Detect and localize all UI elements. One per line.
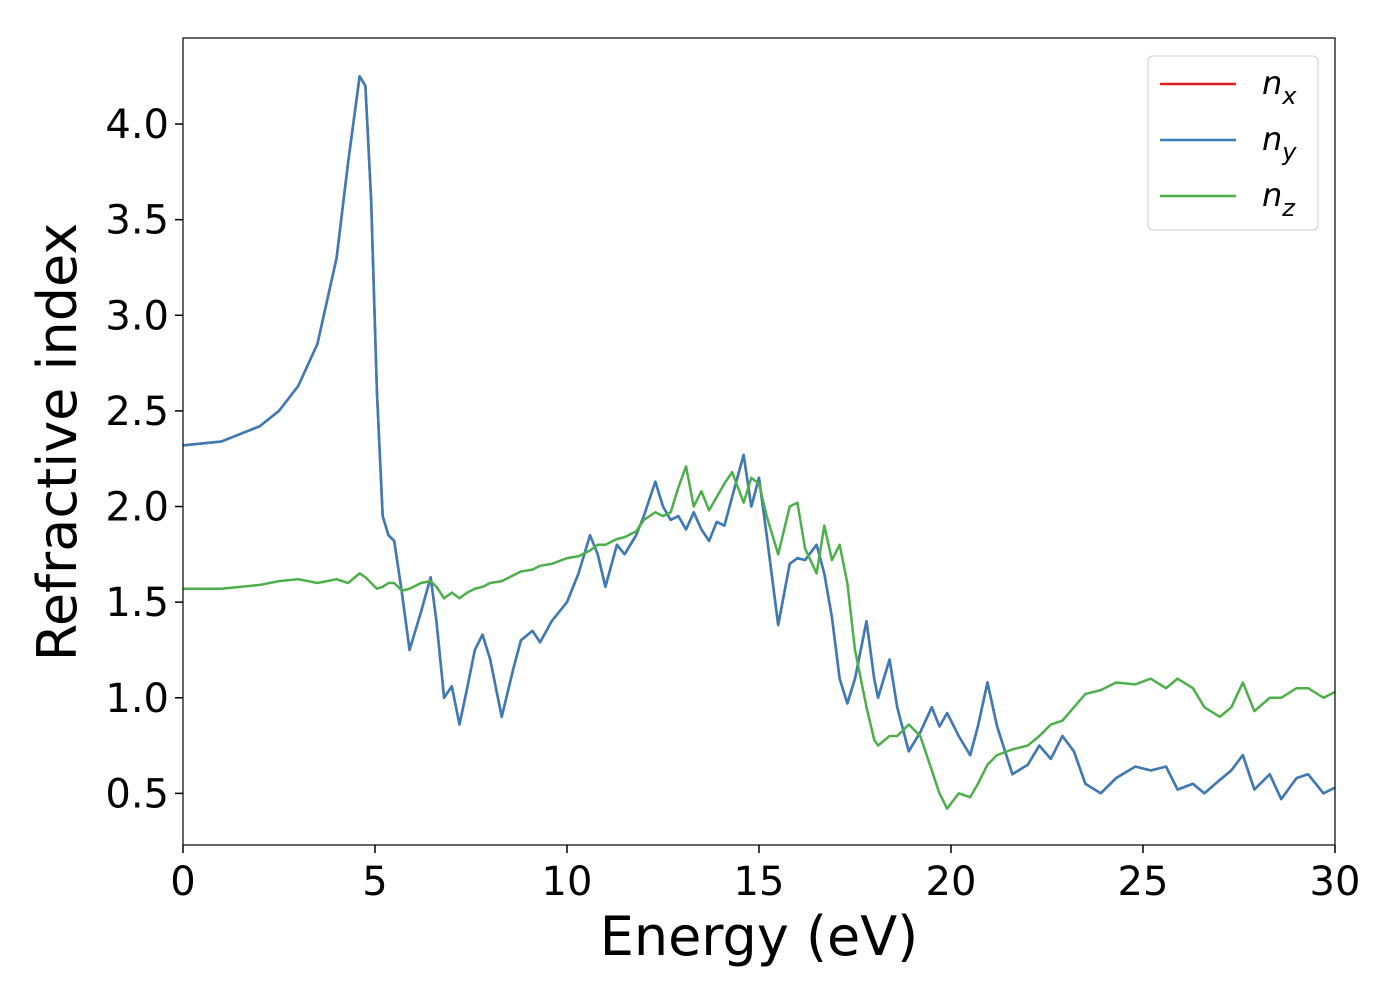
- y-tick-label: 3.5: [105, 198, 169, 244]
- y-tick-label: 3.0: [105, 293, 169, 339]
- legend-box: [1147, 55, 1319, 231]
- legend-label: ny: [1262, 120, 1297, 166]
- x-tick-label: 10: [542, 859, 593, 905]
- x-tick-label: 0: [170, 859, 195, 905]
- y-tick-label: 1.5: [105, 580, 169, 626]
- y-axis-label: Refractive index: [26, 223, 89, 662]
- x-tick-label: 30: [1310, 859, 1361, 905]
- x-axis-label: Energy (eV): [600, 905, 919, 968]
- x-tick-label: 20: [926, 859, 977, 905]
- legend: nx ny nz: [1147, 55, 1319, 231]
- y-tick-label: 2.5: [105, 389, 169, 435]
- legend-label: nx: [1262, 64, 1297, 110]
- series-line: [183, 465, 1335, 810]
- y-tick-label: 0.5: [105, 771, 169, 817]
- y-tick-label: 2.0: [105, 485, 169, 531]
- x-tick-label: 25: [1118, 859, 1169, 905]
- plot-frame: [182, 37, 1336, 846]
- x-tick-label: 15: [734, 859, 785, 905]
- legend-label: nz: [1262, 176, 1296, 222]
- x-tick-label: 5: [362, 859, 387, 905]
- series-line: [183, 75, 1335, 801]
- y-tick-label: 4.0: [105, 102, 169, 148]
- y-tick-label: 1.0: [105, 676, 169, 722]
